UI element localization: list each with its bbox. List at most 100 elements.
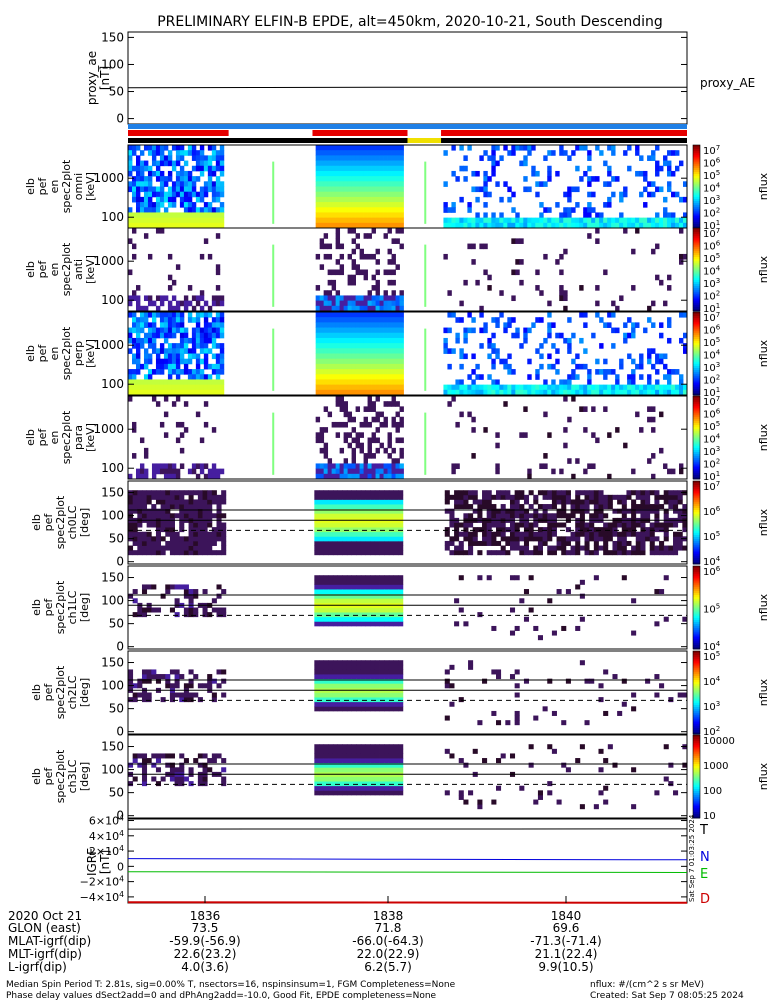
spec2-cell — [335, 269, 341, 276]
pa3-cell — [318, 697, 325, 703]
spec1-cell — [323, 176, 329, 182]
pa1-cell — [188, 545, 194, 551]
pa1-cell — [360, 550, 366, 556]
spec1-cell — [367, 186, 372, 193]
spec3-cell — [128, 327, 133, 334]
spec1-cell — [339, 191, 345, 198]
spec1-colorbar-cell — [693, 169, 700, 173]
pa4-cell — [188, 767, 194, 773]
spec3-cell — [159, 343, 165, 349]
spec3-cell — [151, 379, 157, 386]
pa1-cell — [551, 522, 557, 528]
pa1-cell — [388, 540, 394, 546]
spec1-cell — [631, 217, 636, 224]
pa3-cell — [370, 678, 376, 684]
pa1-cell — [188, 508, 194, 514]
spec1-cell — [483, 181, 488, 187]
pa1-cell — [360, 527, 366, 533]
spec1-colorbar-cell — [693, 215, 700, 219]
spec1-cell — [511, 145, 516, 151]
pa1-cell — [155, 527, 162, 533]
pa2-cell — [346, 598, 352, 604]
pa1-colorbar-cell — [693, 557, 700, 561]
pa2-cell — [384, 584, 390, 590]
spec1-cell — [395, 150, 400, 156]
pa2-cell — [323, 616, 329, 622]
pa4-cell — [356, 762, 362, 768]
spec3-cell — [379, 337, 384, 344]
pa4-cell — [351, 748, 357, 754]
pa2-cell — [579, 593, 585, 599]
pa3-cell — [337, 660, 343, 666]
spec3-cell — [195, 327, 201, 334]
spec4-cell — [179, 421, 185, 428]
spec1-cell — [371, 176, 376, 182]
spec3-cell — [683, 348, 688, 354]
spec1-cell — [147, 145, 153, 151]
pa1-cell — [449, 522, 455, 528]
pa1-cell — [193, 531, 199, 537]
pa1-colorbar-frame — [692, 480, 701, 565]
pa1-cell — [561, 504, 567, 510]
spec1-cell — [491, 150, 496, 156]
spec2-ytick-label: 1000 — [93, 254, 124, 268]
pa4-cell — [337, 748, 343, 754]
pa1-colorbar-tick: 107 — [703, 480, 720, 493]
spec1-cell — [343, 165, 349, 172]
spec4-colorbar-cell — [693, 412, 700, 416]
pa1-cell — [575, 540, 581, 546]
spec3-cell — [191, 353, 197, 360]
spec1-cell — [363, 191, 368, 198]
pa1-cell — [328, 494, 334, 500]
spec2-cell — [151, 300, 157, 307]
pa1-cell — [519, 550, 525, 556]
spec1-cell — [155, 170, 161, 177]
spec3-cell — [331, 358, 337, 365]
pa1-cell — [342, 540, 348, 546]
spec4-colorbar-cell — [693, 468, 700, 472]
pa1-cell — [561, 536, 567, 542]
spec1-cell — [683, 212, 688, 219]
spec3-cell — [355, 312, 360, 318]
spec4-colorbar-tick: 101 — [703, 470, 720, 483]
pa1-cell — [575, 536, 581, 542]
spec1-cell — [367, 222, 372, 229]
pa1-ylabel-line: ch0LC — [66, 505, 79, 539]
pa1-cell — [505, 508, 511, 514]
spec3-cell — [151, 327, 157, 334]
pa1-cell — [514, 513, 520, 519]
pa1-cell — [221, 536, 227, 542]
spec1-cell — [391, 212, 396, 219]
pa3-colorbar-cell — [693, 665, 700, 669]
spec3-cell — [191, 369, 197, 375]
spec1-cell — [323, 222, 329, 229]
pa1-cell — [677, 499, 683, 505]
pa4-cell — [346, 776, 352, 782]
spec1-cell — [547, 165, 552, 172]
pa3-colorbar-cell — [693, 721, 700, 725]
pa1-cell — [472, 508, 478, 514]
spec3-cell — [175, 379, 181, 386]
spec3-cell — [347, 369, 352, 375]
spec3-cell — [147, 337, 153, 344]
spec3-colorbar-cell — [693, 357, 700, 361]
spec1-cell — [595, 217, 600, 224]
spec2-cell — [215, 269, 221, 276]
spec1-cell — [207, 202, 213, 208]
pa3-colorbar-cell — [693, 659, 700, 662]
pa1-cell — [216, 550, 222, 556]
pa1-cell — [621, 540, 627, 546]
pa1-cell — [477, 527, 483, 533]
spec1-colorbar-cell — [693, 176, 700, 179]
spec1-cell — [319, 217, 325, 224]
spec3-cell — [331, 317, 337, 323]
spec2-cell — [171, 295, 177, 302]
pa1-cell — [617, 494, 623, 500]
pa1-cell — [318, 540, 325, 546]
pa1-cell — [477, 499, 483, 505]
pa3-cell — [398, 678, 404, 684]
pa3-cell — [337, 664, 343, 670]
spec3-cell — [128, 379, 133, 386]
pa1-cell — [165, 513, 171, 519]
pa1-cell — [500, 550, 506, 556]
